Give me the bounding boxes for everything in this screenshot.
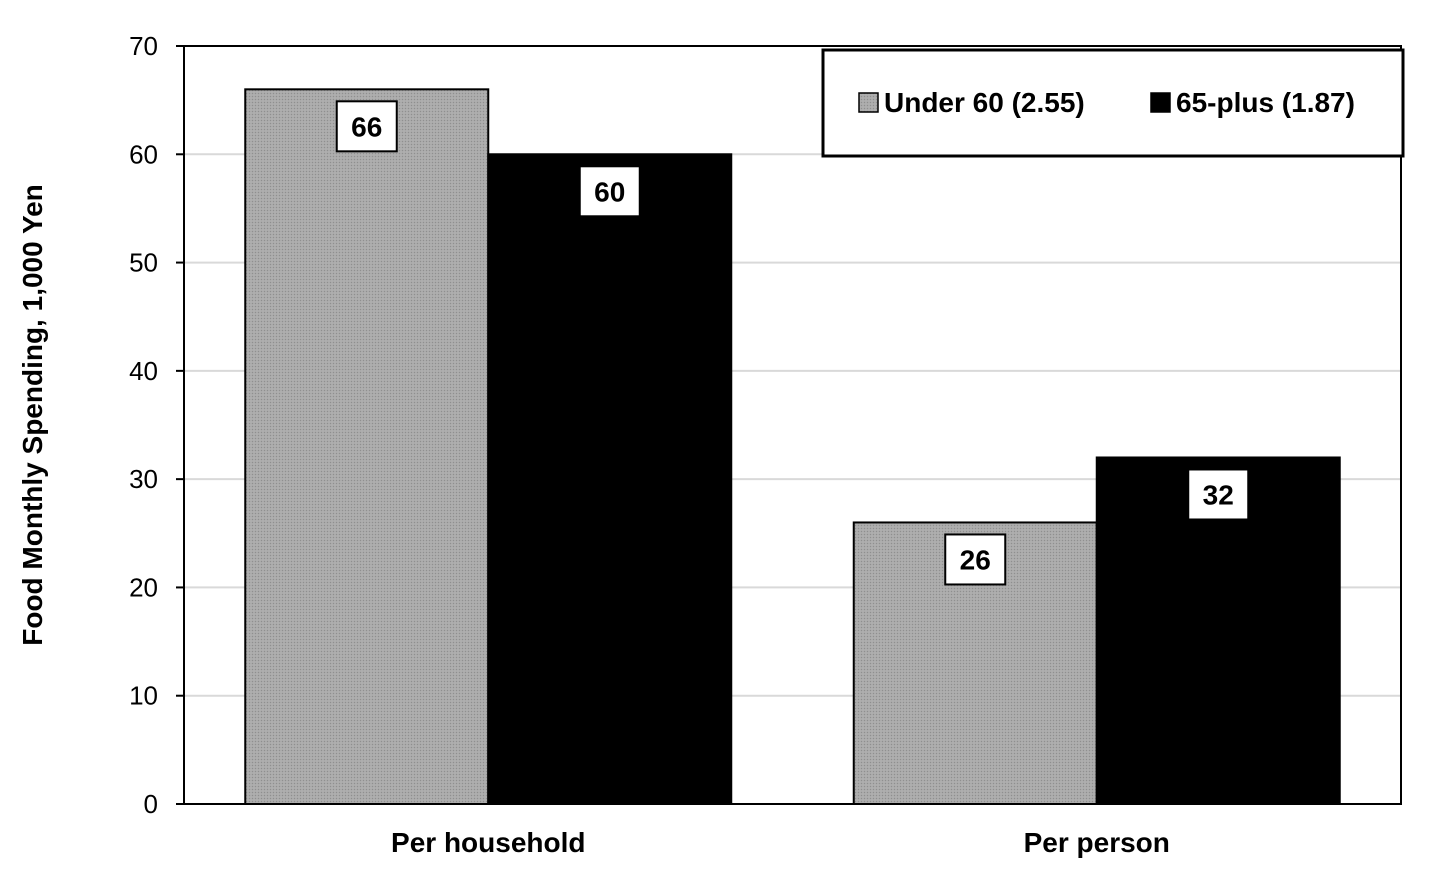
y-tick-label: 20: [129, 572, 158, 602]
x-category-label: Per person: [1024, 827, 1170, 858]
y-axis-title: Food Monthly Spending, 1,000 Yen: [17, 184, 48, 646]
legend-label: Under 60 (2.55): [884, 87, 1085, 118]
data-label: 66: [351, 111, 382, 142]
y-tick-label: 30: [129, 464, 158, 494]
legend-swatch: [1150, 92, 1171, 113]
y-tick-label: 60: [129, 139, 158, 169]
data-label-box: [578, 165, 641, 218]
legend: Under 60 (2.55) 65-plus (1.87): [821, 48, 1405, 158]
plot-frame: [183, 45, 1402, 805]
y-tick-label: 10: [129, 681, 158, 711]
data-label-box: [1187, 468, 1250, 521]
y-tick-label: 40: [129, 356, 158, 386]
data-labels: 66 60 26 32: [335, 100, 1250, 586]
data-label-box: [335, 100, 398, 153]
data-label: 32: [1203, 479, 1234, 510]
legend-box: [821, 48, 1405, 158]
legend-label: 65-plus (1.87): [1176, 87, 1355, 118]
bars: [244, 88, 1341, 806]
x-category-label: Per household: [391, 827, 585, 858]
y-tick-label: 50: [129, 248, 158, 278]
axes: 0 10 20 30 40 50 60 70 Per household Per person Fo…: [17, 31, 1402, 858]
y-tick-label: 70: [129, 31, 158, 61]
legend-swatch: [858, 92, 879, 113]
data-label: 60: [594, 176, 625, 207]
y-tick-label: 0: [144, 789, 158, 819]
bar: [487, 153, 733, 806]
data-label: 26: [960, 544, 991, 575]
data-label-box: [944, 533, 1007, 586]
bar: [244, 88, 490, 806]
